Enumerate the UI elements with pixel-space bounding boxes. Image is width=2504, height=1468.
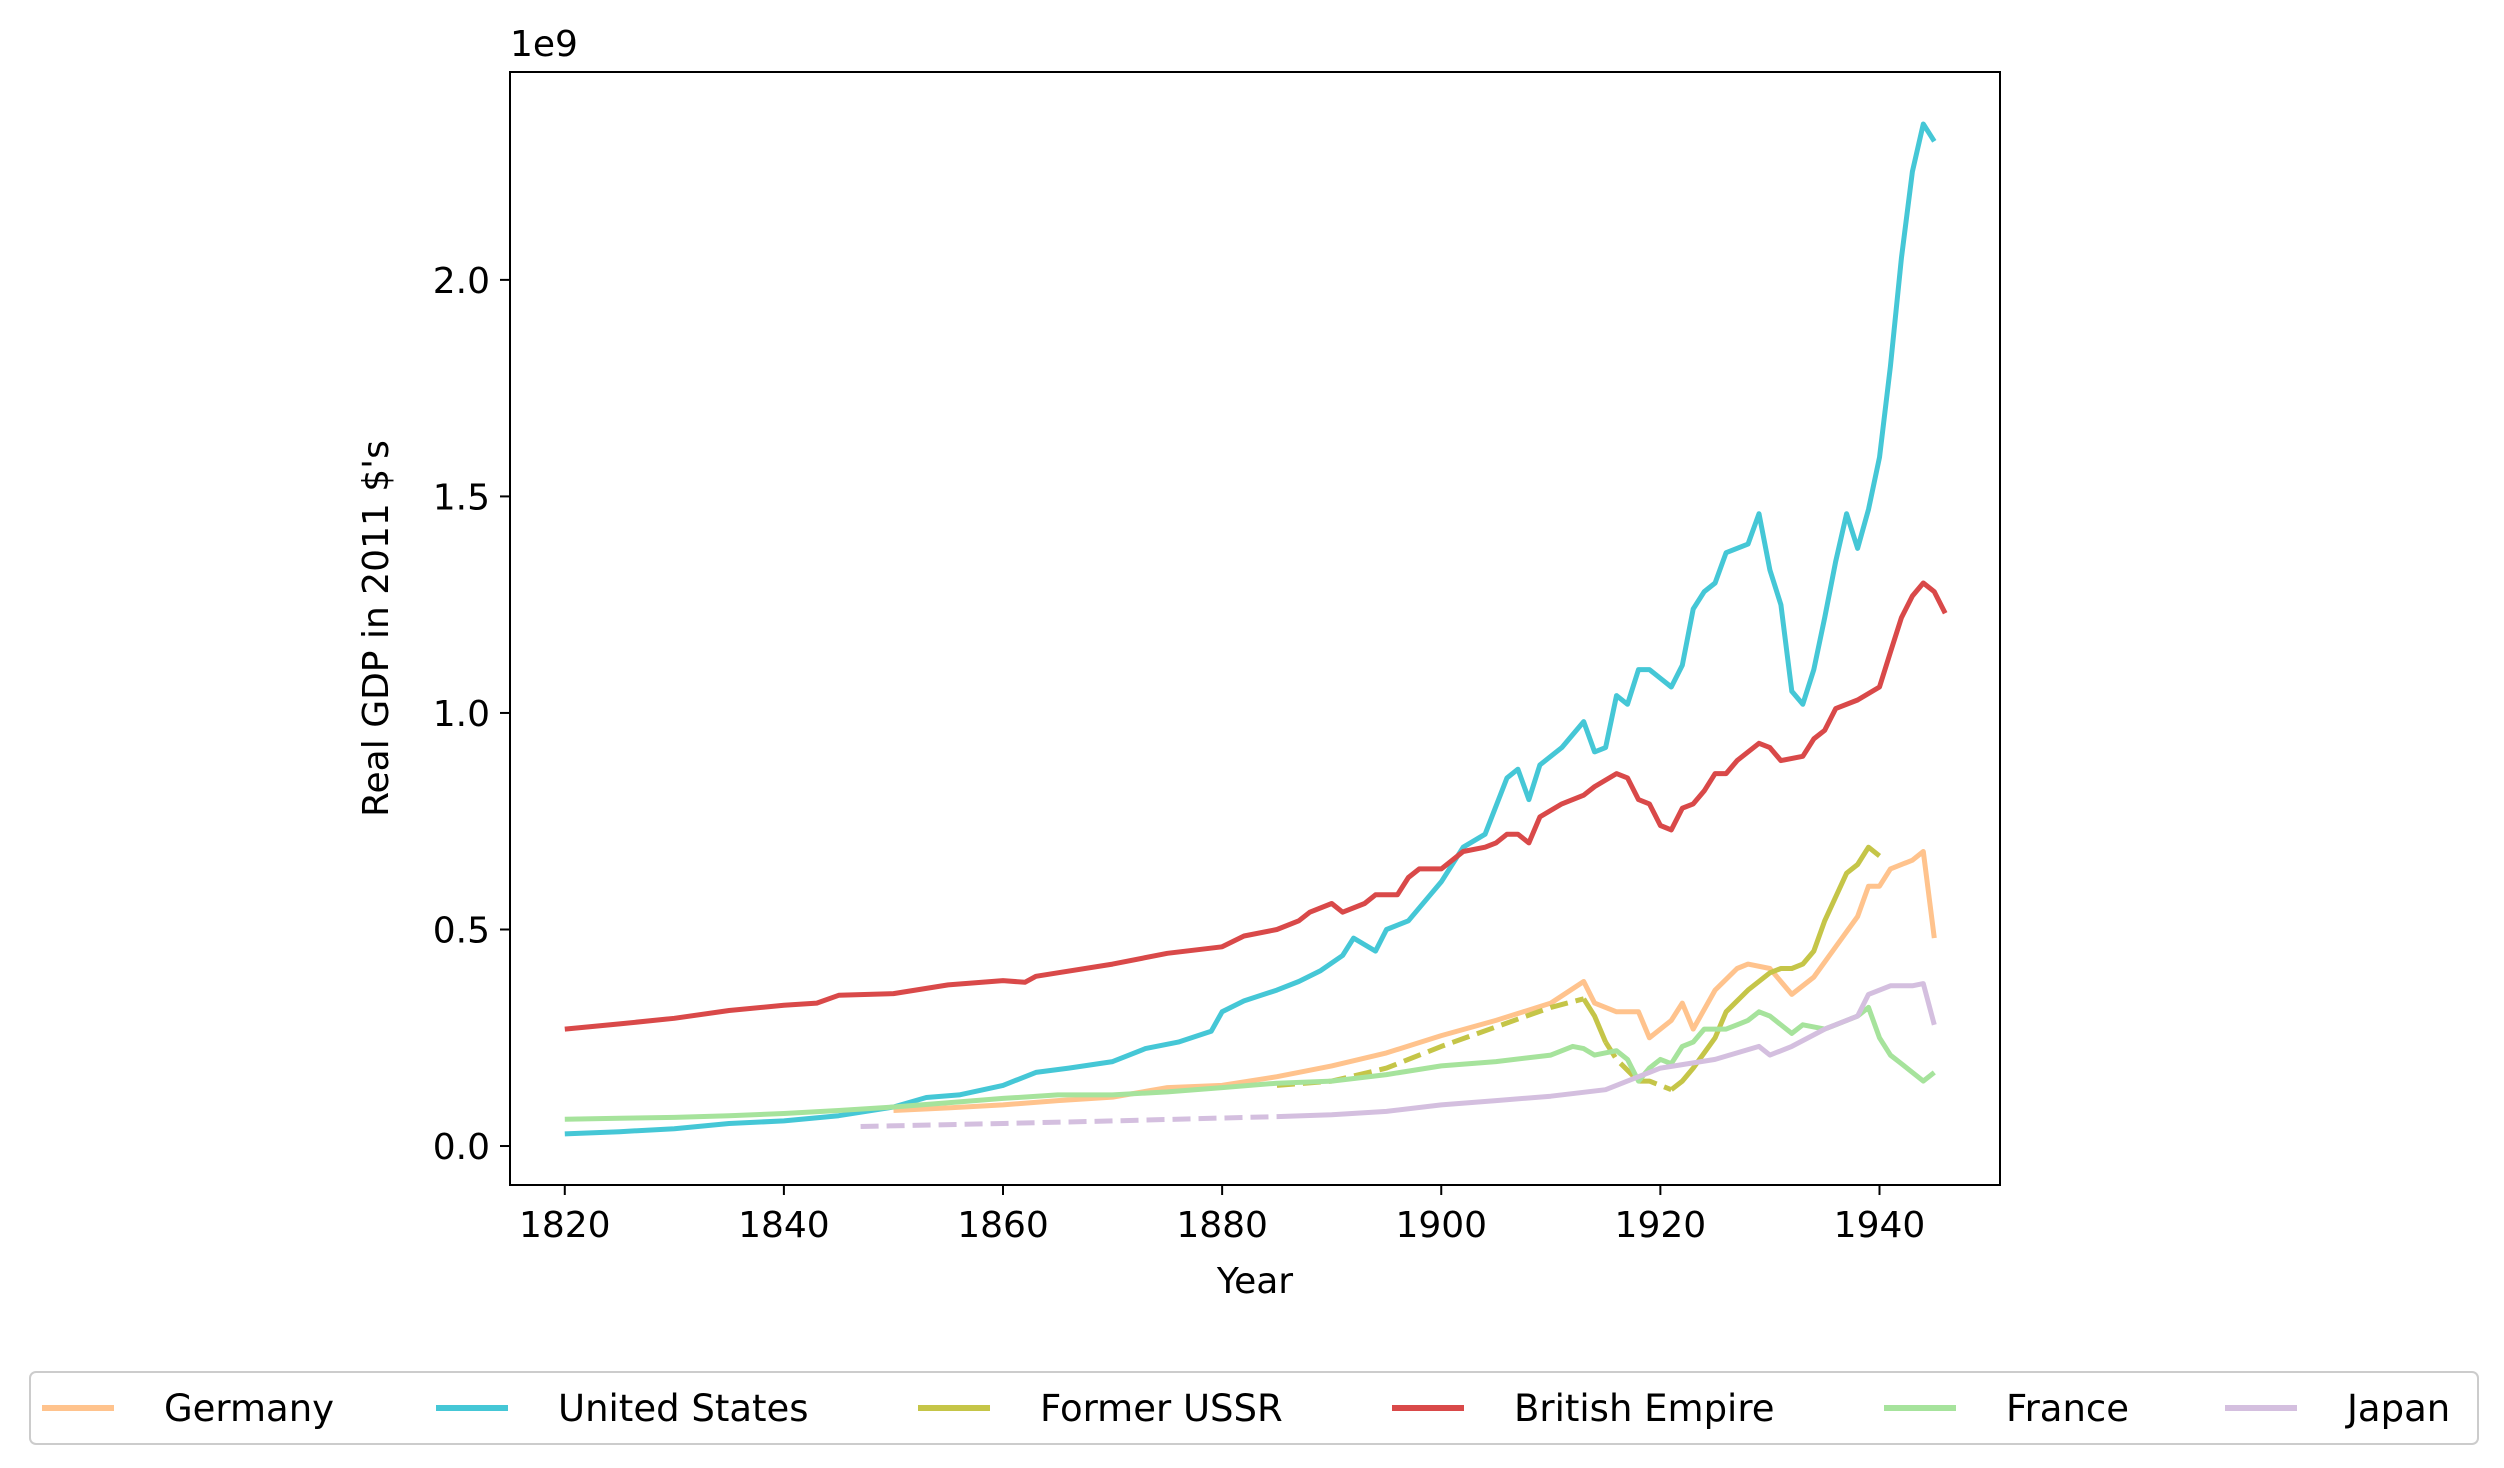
y-axis-ticks: 0.0 0.5 1.0 1.5 2.0 (433, 261, 510, 1168)
legend-label: Germany (164, 1387, 334, 1430)
legend-label: France (2006, 1387, 2129, 1430)
x-axis-ticks: 1820 1840 1860 1880 1900 1920 1940 (519, 1185, 1925, 1246)
legend-label: Japan (2345, 1387, 2450, 1430)
series-line-japan-segment-1 (1276, 981, 1937, 1120)
y-axis-label: Real GDP in 2011 $'s (356, 440, 397, 817)
legend-box (29, 1371, 2479, 1445)
x-tick-label: 1820 (519, 1205, 611, 1246)
series-line-former-ussr-segment-2 (1603, 1040, 1673, 1093)
series-line-japan-segment-0 (860, 1114, 1277, 1129)
series-line-germany (893, 849, 1937, 1113)
y-tick-label: 0.5 (433, 910, 490, 951)
x-tick-label: 1840 (738, 1205, 830, 1246)
y-tick-label: 1.0 (433, 694, 490, 735)
x-tick-label: 1920 (1615, 1205, 1707, 1246)
legend: Germany United States Former USSR British E… (29, 1371, 2479, 1445)
legend-label: Former USSR (1040, 1387, 1283, 1430)
legend-label: British Empire (1514, 1387, 1775, 1430)
y-tick-label: 2.0 (433, 261, 490, 302)
y-tick-label: 0.0 (433, 1127, 490, 1168)
series-line-british-empire (564, 580, 1948, 1032)
legend-label: United States (558, 1387, 809, 1430)
x-tick-label: 1860 (957, 1205, 1049, 1246)
x-tick-label: 1880 (1176, 1205, 1268, 1246)
series-line-former-ussr-segment-1 (1581, 997, 1608, 1044)
series-line-united-states (564, 121, 1937, 1137)
series-lines (564, 121, 1948, 1137)
y-tick-label: 1.5 (433, 477, 490, 518)
y-axis-offset-label: 1e9 (510, 24, 578, 65)
x-axis-label: Year (1216, 1261, 1293, 1302)
series-line-former-ussr-segment-3 (1669, 844, 1882, 1092)
x-tick-label: 1900 (1395, 1205, 1487, 1246)
axes-frame (509, 71, 2001, 1186)
x-tick-label: 1940 (1834, 1205, 1926, 1246)
